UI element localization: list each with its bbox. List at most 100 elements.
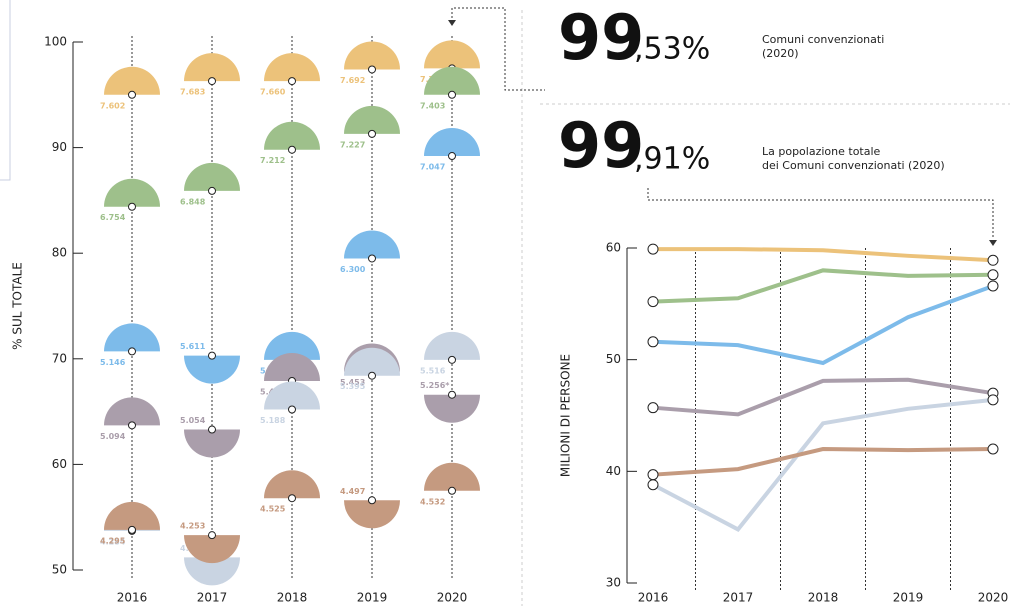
point [288,405,296,414]
value-label: 5.453 [340,378,365,387]
point [128,421,136,430]
value-label: 4.497 [340,487,365,496]
x-tick-label: 2019 [357,591,388,605]
semicircle [184,355,241,384]
value-label: 4.295 [100,536,126,545]
semicircle [184,53,241,82]
value-label: 7.403 [420,101,445,110]
y-tick-label: 70 [52,351,67,365]
y-tick-label: 30 [606,576,621,590]
stat-big: 99 [558,109,644,182]
endpoint [647,336,659,348]
value-label: 4.532 [420,497,445,506]
value-label: 7.227 [340,140,365,149]
point [208,531,216,540]
value-label: 4.253 [180,522,205,531]
point [448,390,456,399]
x-tick-label: 2018 [277,591,308,605]
value-label: 5.188 [260,416,286,425]
line [652,377,994,417]
point [128,525,136,534]
line [652,446,994,477]
point [368,65,376,74]
semicircle [344,500,400,529]
semicircle [424,40,480,69]
semicircle [424,128,480,157]
value-label: 7.602 [100,101,125,110]
line [652,284,994,366]
semicircle [184,162,241,191]
semicircle [104,66,160,95]
value-label: 5.146 [100,358,126,367]
endpoint [987,443,999,455]
stat-big: 99 [558,1,644,74]
value-label: 5.094 [100,432,126,441]
x-tick-label: 2016 [117,591,148,605]
semicircle [264,53,320,82]
point [448,152,456,161]
point [288,77,296,86]
y-tick-label: 100 [44,35,67,49]
point [288,145,296,154]
stat-label: dei Comuni convenzionati (2020) [762,159,945,172]
point [448,355,456,364]
stat-small: ,53% [634,32,710,67]
line [652,268,994,304]
value-label: 5.256* [420,381,450,390]
value-label: 5.054 [180,416,206,425]
x-tick-label: 2020 [437,591,468,605]
point [128,90,136,99]
stat-label: Comuni convenzionati [762,33,884,46]
semicircle [424,66,480,95]
endpoint [987,394,999,406]
y-tick-label: 60 [606,241,621,255]
endpoint [987,254,999,266]
point [448,486,456,495]
value-label: 7.660 [260,88,286,97]
point [368,371,376,380]
arrow [989,240,997,246]
point [208,351,216,360]
endpoint [987,269,999,281]
value-label: 6.300 [340,265,366,274]
stat-small: ,91% [634,142,710,177]
semicircle [104,178,160,207]
semicircle [424,331,480,360]
semicircle [344,347,400,376]
semicircle [264,381,320,410]
endpoint [647,469,659,481]
endpoint [647,402,659,414]
semicircle [104,397,160,426]
y-tick-label: 90 [52,140,67,154]
point [368,496,376,505]
frame [0,0,11,181]
semicircle [344,41,400,70]
point [208,186,216,195]
point [288,494,296,503]
endpoint [647,243,659,255]
semicircle [344,105,400,134]
value-label: 7.047 [420,163,445,172]
x-tick-label: 2020 [978,591,1009,605]
semicircle [264,121,320,150]
point [368,129,376,138]
semicircle [264,331,320,360]
value-label: 7.692 [340,76,365,85]
y-tick-label: 80 [52,246,67,260]
semicircle [184,557,241,586]
x-tick-label: 2018 [808,591,839,605]
line [653,247,994,263]
stat-label: (2020) [762,47,799,60]
point [208,77,216,86]
y-tick-label: 60 [52,457,67,471]
x-tick-label: 2016 [638,591,669,605]
value-label: 7.212 [260,156,285,165]
y-axis-label: MILIONI DI PERSONE [559,354,573,477]
value-label: 7.683 [180,88,205,97]
value-label: 4.284 [100,537,126,546]
stat-label: La popolazione totale [762,145,881,158]
endpoint [987,280,999,292]
semicircle [184,535,241,564]
x-tick-label: 2017 [197,591,228,605]
